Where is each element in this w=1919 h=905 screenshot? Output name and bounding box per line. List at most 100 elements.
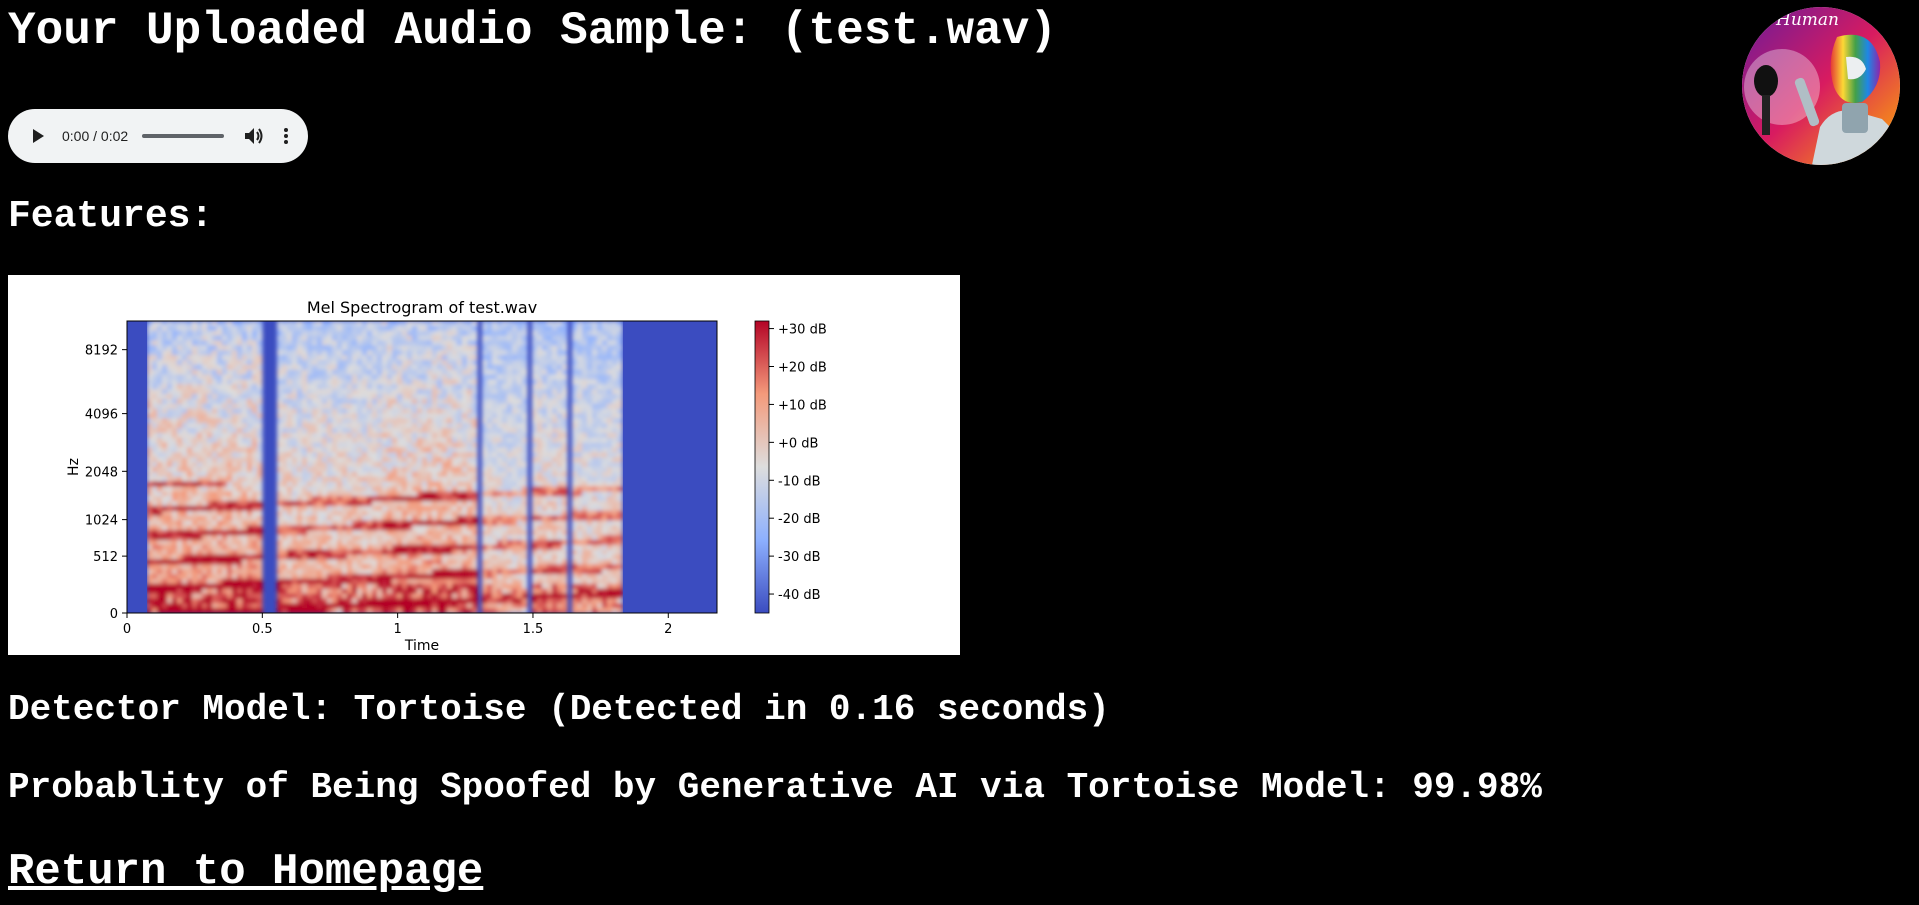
heatmap-cell (462, 569, 468, 575)
heatmap-cell (442, 330, 448, 337)
heatmap-cell (502, 525, 508, 531)
heatmap-cell (242, 467, 248, 473)
heatmap-cell (442, 355, 448, 361)
heatmap-cell (277, 447, 283, 453)
heatmap-cell (302, 608, 308, 613)
heatmap-cell (432, 447, 438, 453)
heatmap-cell (422, 564, 428, 570)
heatmap-cell (327, 345, 333, 351)
heatmap-cell (222, 578, 228, 585)
heatmap-cell (347, 335, 353, 342)
heatmap-cell (287, 379, 293, 385)
heatmap-cell (212, 447, 218, 453)
heatmap-cell (587, 598, 593, 604)
heatmap-cell (372, 598, 378, 604)
heatmap-cell (347, 505, 353, 512)
heatmap-cell (517, 364, 523, 371)
heatmap-cell (307, 325, 313, 332)
heatmap-cell (352, 442, 358, 449)
heatmap-cell (417, 583, 423, 590)
heatmap-cell (427, 379, 433, 385)
heatmap-cell (447, 384, 453, 390)
heatmap-cell (492, 350, 498, 356)
heatmap-cell (372, 525, 378, 531)
heatmap-cell (202, 481, 208, 488)
heatmap-cell (397, 432, 403, 439)
heatmap-cell (507, 554, 513, 561)
heatmap-cell (337, 394, 343, 400)
heatmap-cell (407, 340, 413, 346)
heatmap-cell (432, 544, 438, 551)
heatmap-cell (242, 418, 248, 424)
heatmap-cell (497, 452, 503, 458)
heatmap-cell (407, 544, 413, 551)
heatmap-cell (157, 325, 163, 332)
heatmap-cell (222, 321, 228, 327)
heatmap-cell (522, 559, 528, 565)
heatmap-cell (557, 398, 563, 405)
heatmap-cell (417, 486, 423, 492)
heatmap-cell (207, 608, 213, 613)
heatmap-cell (522, 359, 528, 366)
heatmap-cell (577, 593, 583, 599)
heatmap-cell (217, 355, 223, 361)
heatmap-cell (297, 462, 303, 468)
play-button[interactable] (18, 116, 58, 156)
heatmap-cell (382, 432, 388, 439)
heatmap-cell (347, 535, 353, 541)
heatmap-cell (197, 364, 203, 371)
heatmap-cell (492, 335, 498, 342)
heatmap-cell (227, 369, 233, 376)
heatmap-cell (192, 467, 198, 473)
heatmap-cell (507, 564, 513, 570)
heatmap-cell (332, 350, 338, 356)
heatmap-cell (357, 549, 363, 556)
heatmap-cell (532, 325, 538, 332)
heatmap-cell (562, 471, 568, 478)
heatmap-cell (357, 583, 363, 590)
audio-player[interactable]: 0:00 / 0:02 (8, 109, 308, 163)
heatmap-cell (307, 544, 313, 551)
heatmap-cell (342, 452, 348, 458)
heatmap-cell (147, 457, 153, 463)
heatmap-cell (492, 574, 498, 580)
heatmap-cell (202, 510, 208, 517)
heatmap-cell (402, 423, 408, 429)
heatmap-cell (292, 564, 298, 570)
heatmap-cell (282, 559, 288, 565)
heatmap-cell (347, 413, 353, 419)
seek-slider[interactable] (142, 134, 225, 138)
heatmap-cell (327, 467, 333, 473)
heatmap-cell (177, 564, 183, 570)
heatmap-cell (332, 540, 338, 546)
volume-button[interactable] (242, 124, 266, 148)
heatmap-cell (532, 530, 538, 536)
heatmap-cell (442, 403, 448, 410)
heatmap-cell (327, 340, 333, 346)
heatmap-cell (587, 574, 593, 580)
heatmap-cell (167, 379, 173, 385)
heatmap-cell (162, 394, 168, 400)
heatmap-cell (352, 569, 358, 575)
heatmap-cell (227, 593, 233, 599)
heatmap-cell (177, 457, 183, 463)
heatmap-cell (417, 540, 423, 546)
heatmap-cell (302, 530, 308, 536)
heatmap-cell (222, 598, 228, 604)
heatmap-cell (517, 583, 523, 590)
heatmap-cell (357, 398, 363, 405)
heatmap-cell (427, 583, 433, 590)
heatmap-cell (227, 564, 233, 570)
heatmap-cell (282, 330, 288, 337)
heatmap-cell (517, 432, 523, 439)
heatmap-cell (202, 608, 208, 613)
heatmap-cell (147, 549, 153, 556)
more-options-button[interactable] (274, 124, 298, 148)
heatmap-cell (287, 462, 293, 468)
heatmap-cell (377, 564, 383, 570)
heatmap-cell (582, 574, 588, 580)
heatmap-cell (432, 588, 438, 595)
heatmap-cell (287, 374, 293, 380)
heatmap-cell (232, 345, 238, 351)
heatmap-cell (412, 481, 418, 488)
